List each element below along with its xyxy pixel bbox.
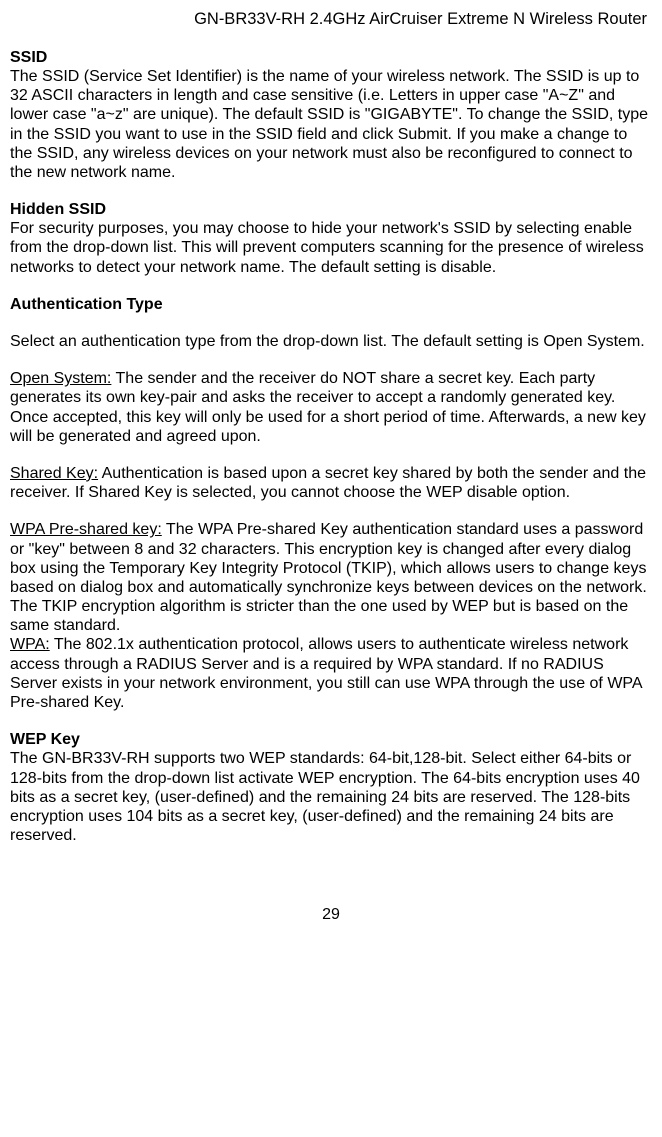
shared-key-text: Authentication is based upon a secret ke…: [10, 465, 646, 501]
auth-type-heading: Authentication Type: [10, 295, 652, 314]
open-system-paragraph: Open System: The sender and the receiver…: [10, 369, 652, 446]
ssid-heading: SSID: [10, 48, 652, 67]
shared-key-label: Shared Key:: [10, 465, 98, 482]
wpa-psk-paragraph: WPA Pre-shared key: The WPA Pre-shared K…: [10, 520, 652, 635]
hidden-ssid-body: For security purposes, you may choose to…: [10, 219, 652, 277]
ssid-body: The SSID (Service Set Identifier) is the…: [10, 67, 652, 182]
hidden-ssid-heading: Hidden SSID: [10, 200, 652, 219]
wpa-psk-label: WPA Pre-shared key:: [10, 521, 162, 538]
wep-key-heading: WEP Key: [10, 730, 652, 749]
page-number: 29: [10, 905, 652, 924]
open-system-label: Open System:: [10, 370, 111, 387]
auth-type-intro: Select an authentication type from the d…: [10, 332, 652, 351]
wep-key-body: The GN-BR33V-RH supports two WEP standar…: [10, 749, 652, 845]
wpa-text: The 802.1x authentication protocol, allo…: [10, 636, 642, 711]
document-header: GN-BR33V-RH 2.4GHz AirCruiser Extreme N …: [10, 10, 652, 30]
wpa-paragraph: WPA: The 802.1x authentication protocol,…: [10, 635, 652, 712]
shared-key-paragraph: Shared Key: Authentication is based upon…: [10, 464, 652, 502]
wpa-label: WPA:: [10, 636, 50, 653]
